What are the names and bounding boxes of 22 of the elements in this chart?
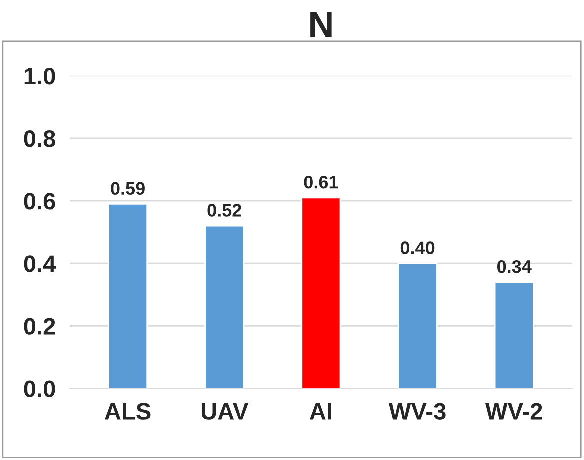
data-label: 0.59 (111, 182, 145, 196)
data-label: 0.52 (208, 204, 242, 217)
y-tick-label: 0.8 (24, 130, 56, 148)
x-tick-label: WV-2 (486, 403, 542, 420)
y-tick-label: 0.6 (24, 193, 56, 210)
bar (398, 262, 438, 389)
bar (494, 282, 534, 389)
x-tick-label: WV-3 (388, 403, 446, 420)
y-tick-label: 1.0 (24, 68, 56, 85)
x-tick-label: AI (310, 403, 332, 420)
y-tick-label: 0.4 (24, 256, 56, 272)
bar (204, 225, 245, 389)
bar (108, 203, 148, 389)
data-label: 0.40 (400, 242, 435, 254)
x-tick-label: UAV (202, 403, 249, 420)
x-tick-label: ALS (105, 403, 151, 420)
bar (301, 197, 342, 389)
chart-title: N (310, 12, 332, 38)
data-label: 0.34 (498, 260, 532, 274)
data-label: 0.61 (304, 176, 338, 189)
y-tick-label: 0.0 (24, 380, 56, 398)
y-tick-label: 0.2 (24, 318, 56, 335)
